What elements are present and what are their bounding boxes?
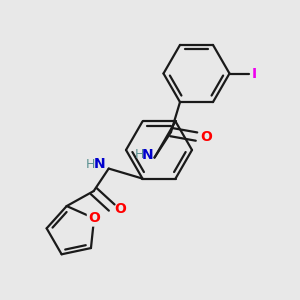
Text: N: N bbox=[94, 157, 105, 171]
Text: O: O bbox=[115, 202, 127, 216]
Text: O: O bbox=[88, 211, 100, 225]
Text: H: H bbox=[135, 148, 144, 161]
Text: I: I bbox=[251, 67, 256, 80]
Text: N: N bbox=[141, 148, 153, 162]
Text: H: H bbox=[86, 158, 95, 171]
Text: O: O bbox=[200, 130, 212, 144]
